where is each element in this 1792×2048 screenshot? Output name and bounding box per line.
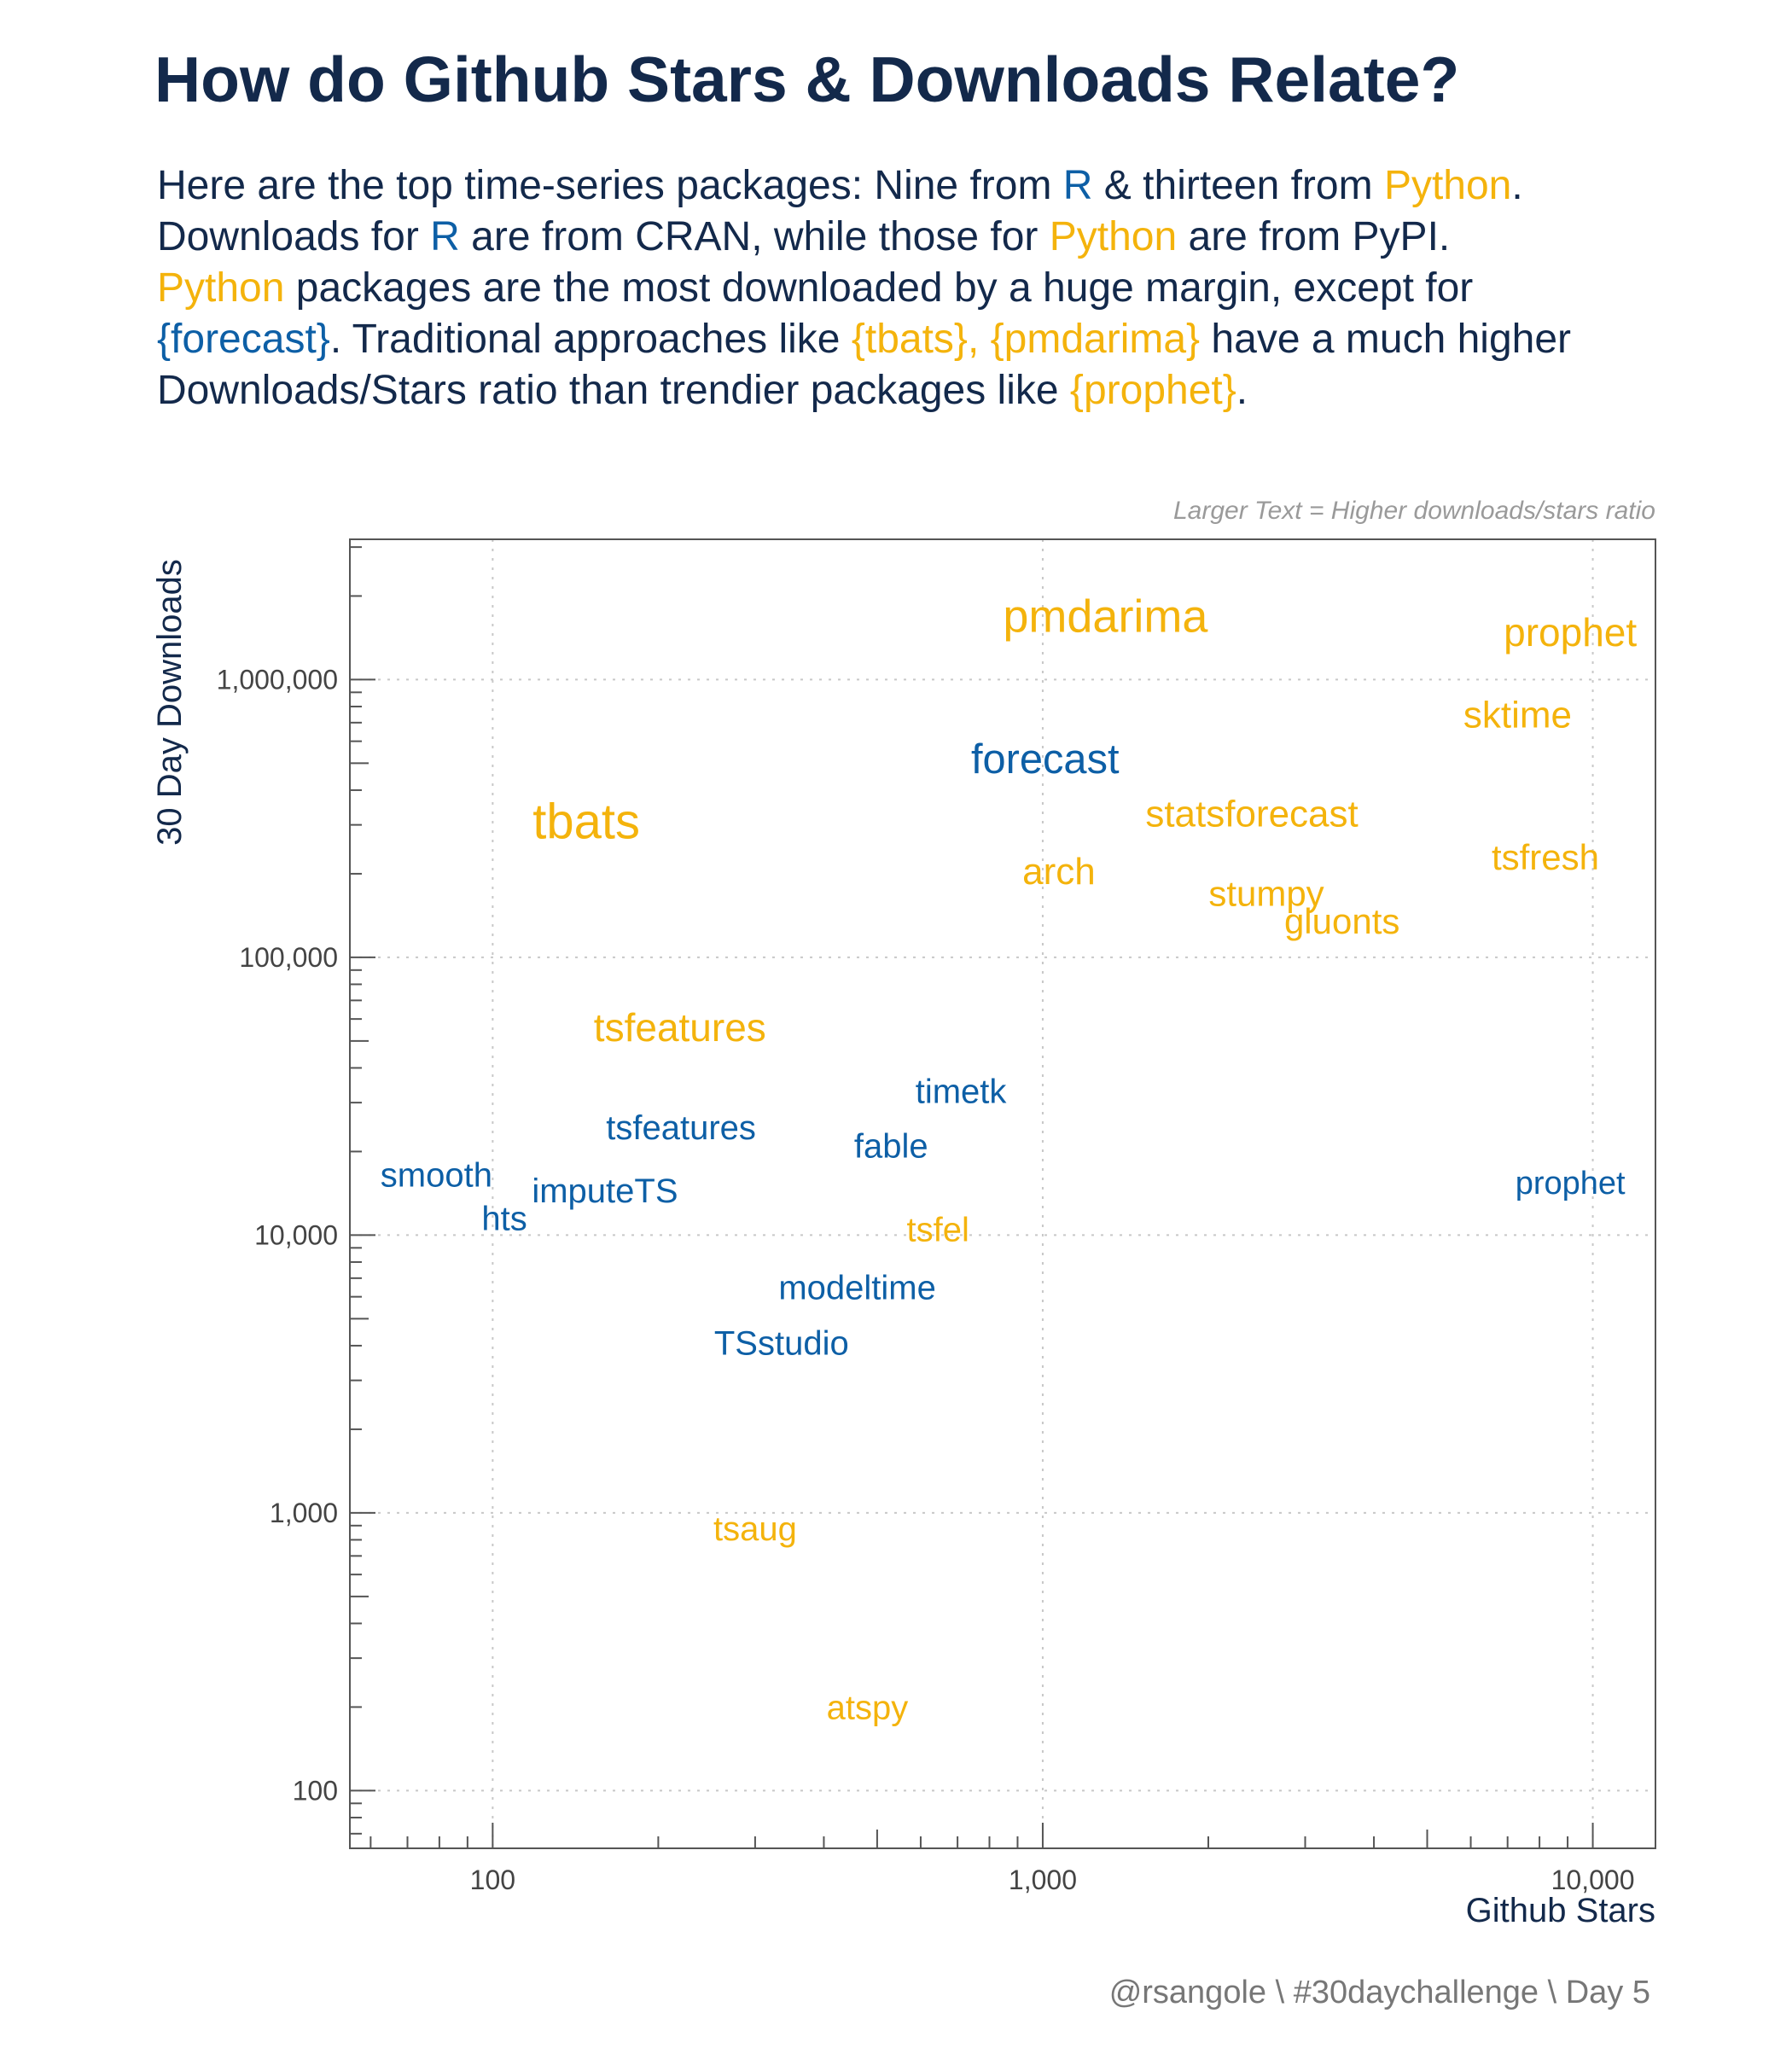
y-tick-label: 1,000: [270, 1498, 338, 1528]
subtitle-segment: . Traditional approaches like: [329, 317, 852, 362]
subtitle-segment: packages are the most downloaded by a hu…: [284, 265, 1474, 311]
subtitle-segment: {prophet}: [1069, 368, 1236, 413]
subtitle-line-1: Here are the top time-series packages: N…: [157, 163, 1523, 208]
point-label-r: hts: [481, 1201, 527, 1238]
subtitle-segment: .: [1236, 368, 1248, 413]
x-tick-label: 1,000: [1009, 1865, 1077, 1895]
subtitle-line-2: Downloads for R are from CRAN, while tho…: [157, 214, 1450, 259]
subtitle-segment: Python: [1049, 214, 1178, 259]
point-label-python: arch: [1022, 851, 1096, 893]
subtitle-segment: {forecast}: [157, 317, 330, 362]
point-label-python: stumpy: [1208, 874, 1324, 914]
point-label-python: prophet: [1504, 610, 1637, 655]
subtitle-line-3: Python packages are the most downloaded …: [157, 265, 1473, 311]
grid-lines: [350, 539, 1655, 1848]
point-label-python: sktime: [1463, 694, 1572, 736]
point-label-r: prophet: [1516, 1166, 1626, 1201]
point-label-r: imputeTS: [532, 1172, 678, 1210]
point-label-python: tsaug: [713, 1510, 797, 1548]
y-tick-label: 1,000,000: [217, 664, 338, 695]
subtitle-segment: have a much higher: [1200, 317, 1572, 362]
point-label-r: forecast: [971, 736, 1120, 783]
point-label-r: tsfeatures: [606, 1109, 756, 1147]
subtitle-segment: Python: [157, 265, 285, 311]
chart-subtitle: Here are the top time-series packages: N…: [157, 160, 1693, 416]
point-label-python: statsforecast: [1145, 794, 1358, 835]
point-label-python: tbats: [532, 794, 640, 849]
subtitle-segment: Downloads for: [157, 214, 431, 259]
point-label-python: pmdarima: [1003, 591, 1208, 642]
subtitle-line-4: {forecast}. Traditional approaches like …: [157, 317, 1571, 362]
axis-ticks: [350, 546, 1594, 1848]
axis-tick-labels: 100 1,000 10,000 100 1,000 10,000 100,000 1,000…: [217, 664, 1635, 1895]
subtitle-segment: Here are the top time-series packages: N…: [157, 163, 1063, 208]
subtitle-segment: are from CRAN, while those for: [459, 214, 1050, 259]
caption: @rsangole \ #30daychallenge \ Day 5: [1108, 1975, 1650, 2010]
subtitle-line-5: Downloads/Stars ratio than trendier pack…: [157, 368, 1248, 413]
y-axis-title: 30 Day Downloads: [151, 559, 189, 846]
point-label-r: fable: [854, 1128, 928, 1166]
data-labels: forecast timetk fable tsfeatures smooth imput…: [381, 591, 1638, 1726]
subtitle-segment: Downloads/Stars ratio than trendier pack…: [157, 368, 1070, 413]
subtitle-segment: {tbats}, {pmdarima}: [851, 317, 1201, 362]
size-note: Larger Text = Higher downloads/stars rat…: [1173, 497, 1655, 525]
point-label-python: gluonts: [1284, 901, 1399, 941]
point-label-python: tsfeatures: [594, 1005, 766, 1050]
chart-title: How do Github Stars & Downloads Relate?: [154, 44, 1460, 115]
y-tick-label: 10,000: [254, 1219, 338, 1250]
subtitle-segment: are from PyPI.: [1177, 214, 1451, 259]
x-tick-label: 100: [470, 1865, 515, 1895]
subtitle-segment: R: [430, 214, 460, 259]
subtitle-segment: R: [1062, 163, 1093, 208]
point-label-python: tsfel: [907, 1212, 969, 1249]
point-label-r: TSstudio: [714, 1324, 849, 1362]
subtitle-segment: Python: [1383, 163, 1512, 208]
point-label-r: modeltime: [778, 1269, 936, 1306]
point-label-r: smooth: [381, 1157, 492, 1195]
y-tick-label: 100,000: [239, 942, 338, 973]
x-tick-label: 10,000: [1551, 1865, 1635, 1895]
point-label-r: timetk: [916, 1073, 1008, 1111]
point-label-python: tsfresh: [1492, 837, 1599, 877]
x-axis-title: Github Stars: [1466, 1892, 1655, 1929]
y-tick-label: 100: [293, 1775, 338, 1806]
subtitle-segment: .: [1511, 163, 1523, 208]
point-label-python: atspy: [827, 1689, 909, 1726]
plot-frame: [349, 538, 1656, 1849]
subtitle-segment: & thirteen from: [1092, 163, 1384, 208]
